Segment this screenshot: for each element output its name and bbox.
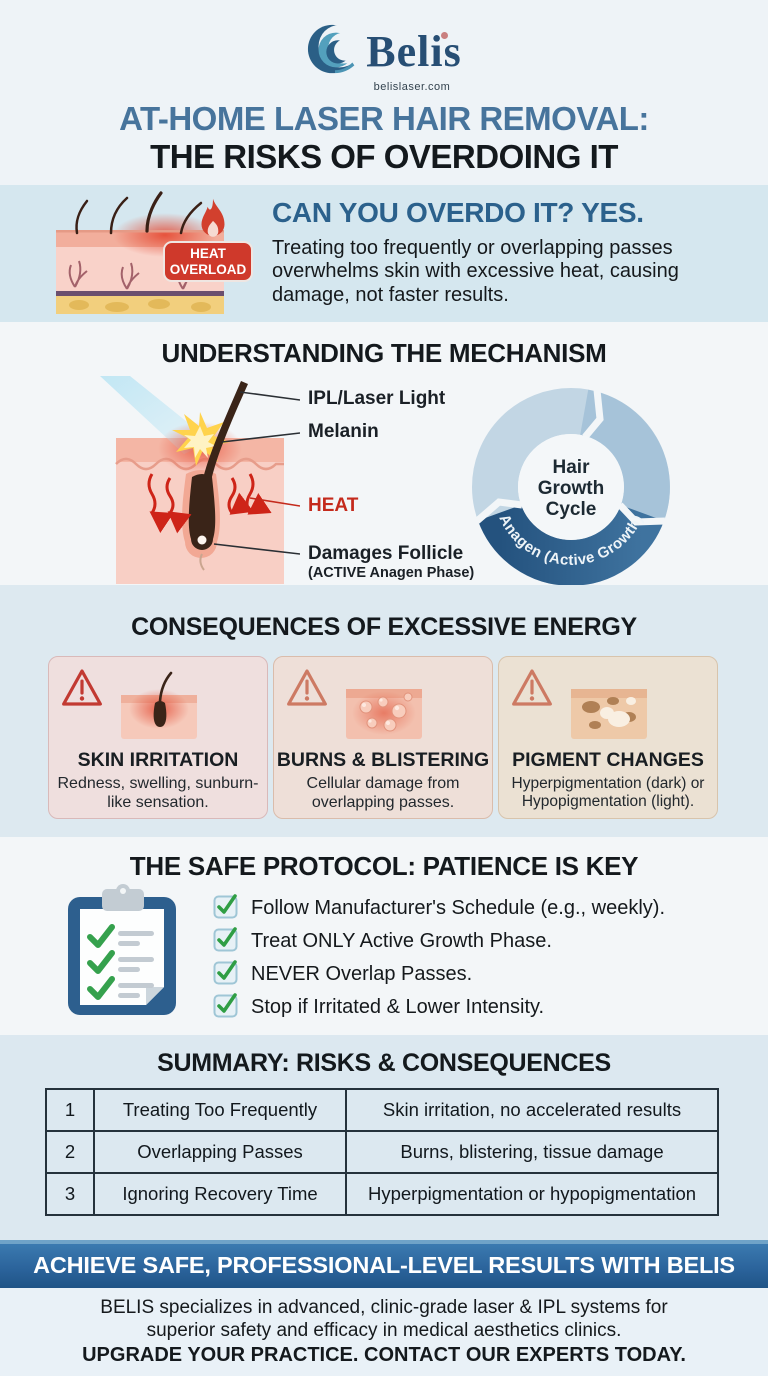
checkbox-check-icon [213,992,239,1023]
row-risk: Ignoring Recovery Time [93,1172,347,1216]
section-mechanism: UNDERSTANDING THE MECHANISM [0,322,768,586]
blistered-skin-icon [336,671,432,748]
protocol-item: NEVER Overlap Passes. [213,959,472,990]
card-title: PIGMENT CHANGES [512,749,704,771]
row-consequence: Hyperpigmentation or hypopigmentation [345,1172,719,1216]
heat-overload-badge: HEAT OVERLOAD [163,241,253,283]
table-row: 2 Overlapping Passes Burns, blistering, … [45,1130,719,1174]
footer-body: BELIS specializes in advanced, clinic-gr… [100,1297,668,1342]
label-anagen-phase: (ACTIVE Anagen Phase) [308,565,475,581]
heat-badge-line2: OVERLOAD [169,261,247,277]
warning-triangle-icon [60,667,104,713]
protocol-heading: THE SAFE PROTOCOL: PATIENCE IS KEY [129,851,639,881]
card-burns-blistering: BURNS & BLISTERING Cellular damage from … [273,656,493,819]
table-row: 1 Treating Too Frequently Skin irritatio… [45,1088,719,1132]
protocol-item: Follow Manufacturer's Schedule (e.g., we… [213,893,665,924]
overdo-heading: CAN YOU OVERDO IT? YES. [272,197,644,228]
footer-banner: ACHIEVE SAFE, PROFESSIONAL-LEVEL RESULTS… [0,1240,768,1288]
belis-swirl-icon [306,20,364,83]
card-desc: Cellular damage from overlapping passes. [306,775,460,811]
protocol-item-text: Follow Manufacturer's Schedule (e.g., we… [251,897,665,919]
logo-i-dot [440,32,448,39]
brand-wordmark: Belis [366,27,462,76]
checkbox-check-icon [213,959,239,990]
protocol-item-text: Stop if Irritated & Lower Intensity. [251,996,545,1018]
pigmented-skin-icon [561,671,657,748]
footer-section: BELIS specializes in advanced, clinic-gr… [0,1288,768,1376]
consequences-heading: CONSEQUENCES OF EXCESSIVE ENERGY [131,613,637,641]
label-ipl-laser-light: IPL/Laser Light [308,388,446,409]
protocol-item-text: NEVER Overlap Passes. [251,963,473,985]
checkbox-check-icon [213,926,239,957]
checkbox-check-icon [213,893,239,924]
row-consequence: Skin irritation, no accelerated results [345,1088,719,1132]
page-title: AT-HOME LASER HAIR REMOVAL: THE RISKS OF… [0,100,768,175]
warning-triangle-icon [285,667,329,713]
label-damages-follicle: Damages Follicle [308,543,464,564]
table-row: 3 Ignoring Recovery Time Hyperpigmentati… [45,1172,719,1216]
hair-growth-cycle-diagram: Anagen (Active Growth) [472,388,670,586]
row-number: 3 [45,1172,95,1216]
protocol-item-text: Treat ONLY Active Growth Phase. [251,930,552,952]
label-heat: HEAT [308,495,359,516]
warning-triangle-icon [510,667,554,713]
row-number: 1 [45,1088,95,1132]
page-title-line1: AT-HOME LASER HAIR REMOVAL: [119,100,649,137]
overdo-body: Treating too frequently or overlapping p… [272,237,679,306]
summary-table: 1 Treating Too Frequently Skin irritatio… [45,1088,719,1216]
protocol-item: Treat ONLY Active Growth Phase. [213,926,552,957]
label-melanin: Melanin [308,421,379,442]
follicle-diagram [100,376,300,584]
card-pigment-changes: PIGMENT CHANGES Hyperpigmentation (dark)… [498,656,718,819]
row-risk: Treating Too Frequently [93,1088,347,1132]
brand-logo: Belis belislaser.com [0,20,768,93]
row-risk: Overlapping Passes [93,1130,347,1174]
card-title: BURNS & BLISTERING [276,749,490,771]
banner-text: ACHIEVE SAFE, PROFESSIONAL-LEVEL RESULTS… [33,1252,735,1278]
clipboard-icon [68,884,176,1015]
heat-overload-illustration: HEAT OVERLOAD [55,191,267,317]
summary-heading: SUMMARY: RISKS & CONSEQUENCES [157,1049,611,1077]
page-title-line2: THE RISKS OF OVERDOING IT [150,137,618,175]
irritated-skin-icon [111,671,207,748]
card-desc: Redness, swelling, sunburn-like sensatio… [57,775,259,811]
section-summary: SUMMARY: RISKS & CONSEQUENCES 1 Treating… [0,1035,768,1240]
section-consequences: CONSEQUENCES OF EXCESSIVE ENERGY [0,585,768,837]
heat-badge-line1: HEAT [190,246,226,261]
cycle-center-label: Hair Growth Cycle [537,457,605,520]
flame-icon [195,197,231,248]
row-number: 2 [45,1130,95,1174]
brand-website: belislaser.com [373,81,451,93]
protocol-item: Stop if Irritated & Lower Intensity. [213,992,544,1023]
section-overdo: HEAT OVERLOAD CAN YOU OVERDO IT? YES. Tr… [0,185,768,322]
card-desc: Hyperpigmentation (dark) or Hypopigmenta… [511,775,705,810]
footer-cta: UPGRADE YOUR PRACTICE. CONTACT OUR EXPER… [82,1344,686,1366]
card-skin-irritation: SKIN IRRITATION Redness, swelling, sunbu… [48,656,268,819]
mechanism-heading: UNDERSTANDING THE MECHANISM [161,338,607,368]
row-consequence: Burns, blistering, tissue damage [345,1130,719,1174]
card-title: SKIN IRRITATION [77,749,239,771]
starburst [172,412,230,466]
section-protocol: THE SAFE PROTOCOL: PATIENCE IS KEY [0,837,768,1035]
